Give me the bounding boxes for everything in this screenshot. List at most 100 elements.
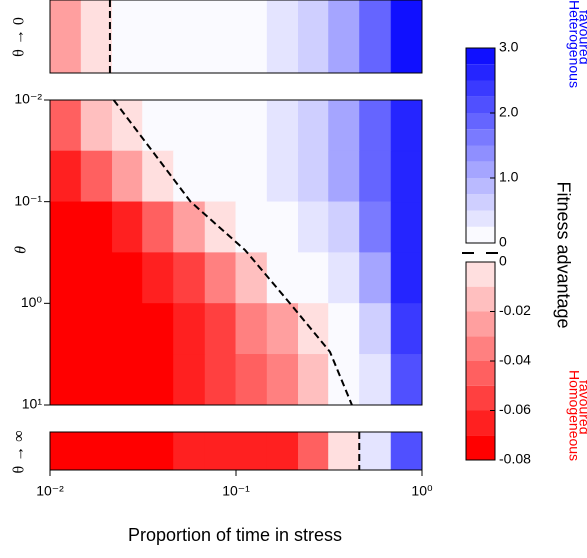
heatmap-cell [204,150,237,203]
strip-cell [298,0,329,74]
heatmap-cell [80,303,113,355]
heatmap-cell [328,252,360,304]
x-tick-label: 10⁰ [411,483,433,499]
heatmap-cell [142,99,174,152]
heatmap-cell [112,99,143,152]
strip-cell [235,431,268,471]
heatmap-cell [328,99,360,152]
heatmap-cell [390,99,423,152]
heatmap-cell [204,303,237,355]
high-label: Heterogenous [566,0,582,88]
heatmap-cell [204,99,237,152]
heatmap-cell [266,150,299,203]
heatmap-cell [298,201,329,253]
strip-cell [359,0,392,74]
zero-contour [112,99,353,406]
heatmap-cell [112,201,143,253]
colorbar-band [466,361,495,386]
heatmap-cell [266,354,299,406]
colorbar-band [466,262,495,287]
heatmap-cell [328,303,360,355]
heatmap-cell [328,150,360,203]
strip-cell [49,431,82,471]
strip-cell [390,431,423,471]
colorbar-tick-label: -0.02 [499,302,531,318]
heatmap-cell [390,354,423,406]
heatmap-cell [142,354,174,406]
heatmap-cell [204,354,237,406]
heatmap-cell [390,252,423,304]
heatmap-cell [235,252,268,304]
heatmap-cell [49,303,82,355]
heatmap-cell [173,354,206,406]
heatmap-cell [173,252,206,304]
heatmap-cell [80,201,113,253]
colorbar-band [466,145,495,162]
heatmap-cell [49,252,82,304]
heatmap-cell [142,201,174,253]
colorbar-frame [465,47,496,244]
heatmap-cell [173,99,206,152]
strip-cell [266,0,299,74]
heatmap-cell [359,252,392,304]
colorbar-band [466,80,495,97]
heatmap-cell [49,201,82,253]
colorbar-band [466,96,495,113]
heatmap-cell [112,252,143,304]
heatmap-cell [266,201,299,253]
heatmap-cell [328,201,360,253]
strip-cell [80,431,113,471]
heatmap-cell [235,150,268,203]
colorbar-band [466,178,495,195]
colorbar-band [466,210,495,227]
heatmap-cell [390,150,423,203]
strip-cell [142,431,174,471]
heatmap-cell [298,303,329,355]
strip-cell [235,0,268,74]
strip-cell [173,431,206,471]
y-tick-label: 10⁰ [21,294,43,310]
heatmap-cell [359,303,392,355]
colorbar-tick-label: -0.08 [499,451,531,467]
strip-cell [266,431,299,471]
strip-cell [204,431,237,471]
strip-cell [80,0,113,74]
colorbar-band [466,194,495,211]
colorbar-tick-label: -0.06 [499,401,531,417]
colorbar-tick-label: 1.0 [499,169,519,185]
strip-cell [112,0,143,74]
colorbar-title: Fitness advantage [553,181,573,328]
heatmap-cell [359,150,392,203]
heatmap-cell [298,99,329,152]
y-tick-label: 10⁻¹ [14,192,42,208]
colorbar-tick-label: -0.04 [499,352,531,368]
heatmap-cell [390,201,423,253]
heatmap-cell [359,201,392,253]
colorbar-band [466,129,495,146]
heatmap-cell [142,150,174,203]
strip-label: θ → ∞ [11,430,28,473]
heatmap-cell [142,252,174,304]
heatmap-cell [80,354,113,406]
heatmap-cell [112,354,143,406]
strip-cell [359,431,392,471]
heatmap-cell [173,150,206,203]
colorbar-band [466,311,495,337]
colorbar-band [466,286,495,312]
strip-cell [298,431,329,471]
strip-frame [49,0,423,74]
heatmap-cell [80,150,113,203]
colorbar-band [466,64,495,81]
strip-cell [112,431,143,471]
colorbar-band [466,336,495,361]
heatmap-cell [49,150,82,203]
colorbar-band [466,161,495,178]
x-tick-label: 10⁻² [36,483,64,499]
heatmap-cell [298,252,329,304]
heatmap-cell [390,303,423,355]
x-tick-label: 10⁻¹ [222,483,250,499]
strip-cell [390,0,423,74]
colorbar-tick-label: 2.0 [499,104,519,120]
